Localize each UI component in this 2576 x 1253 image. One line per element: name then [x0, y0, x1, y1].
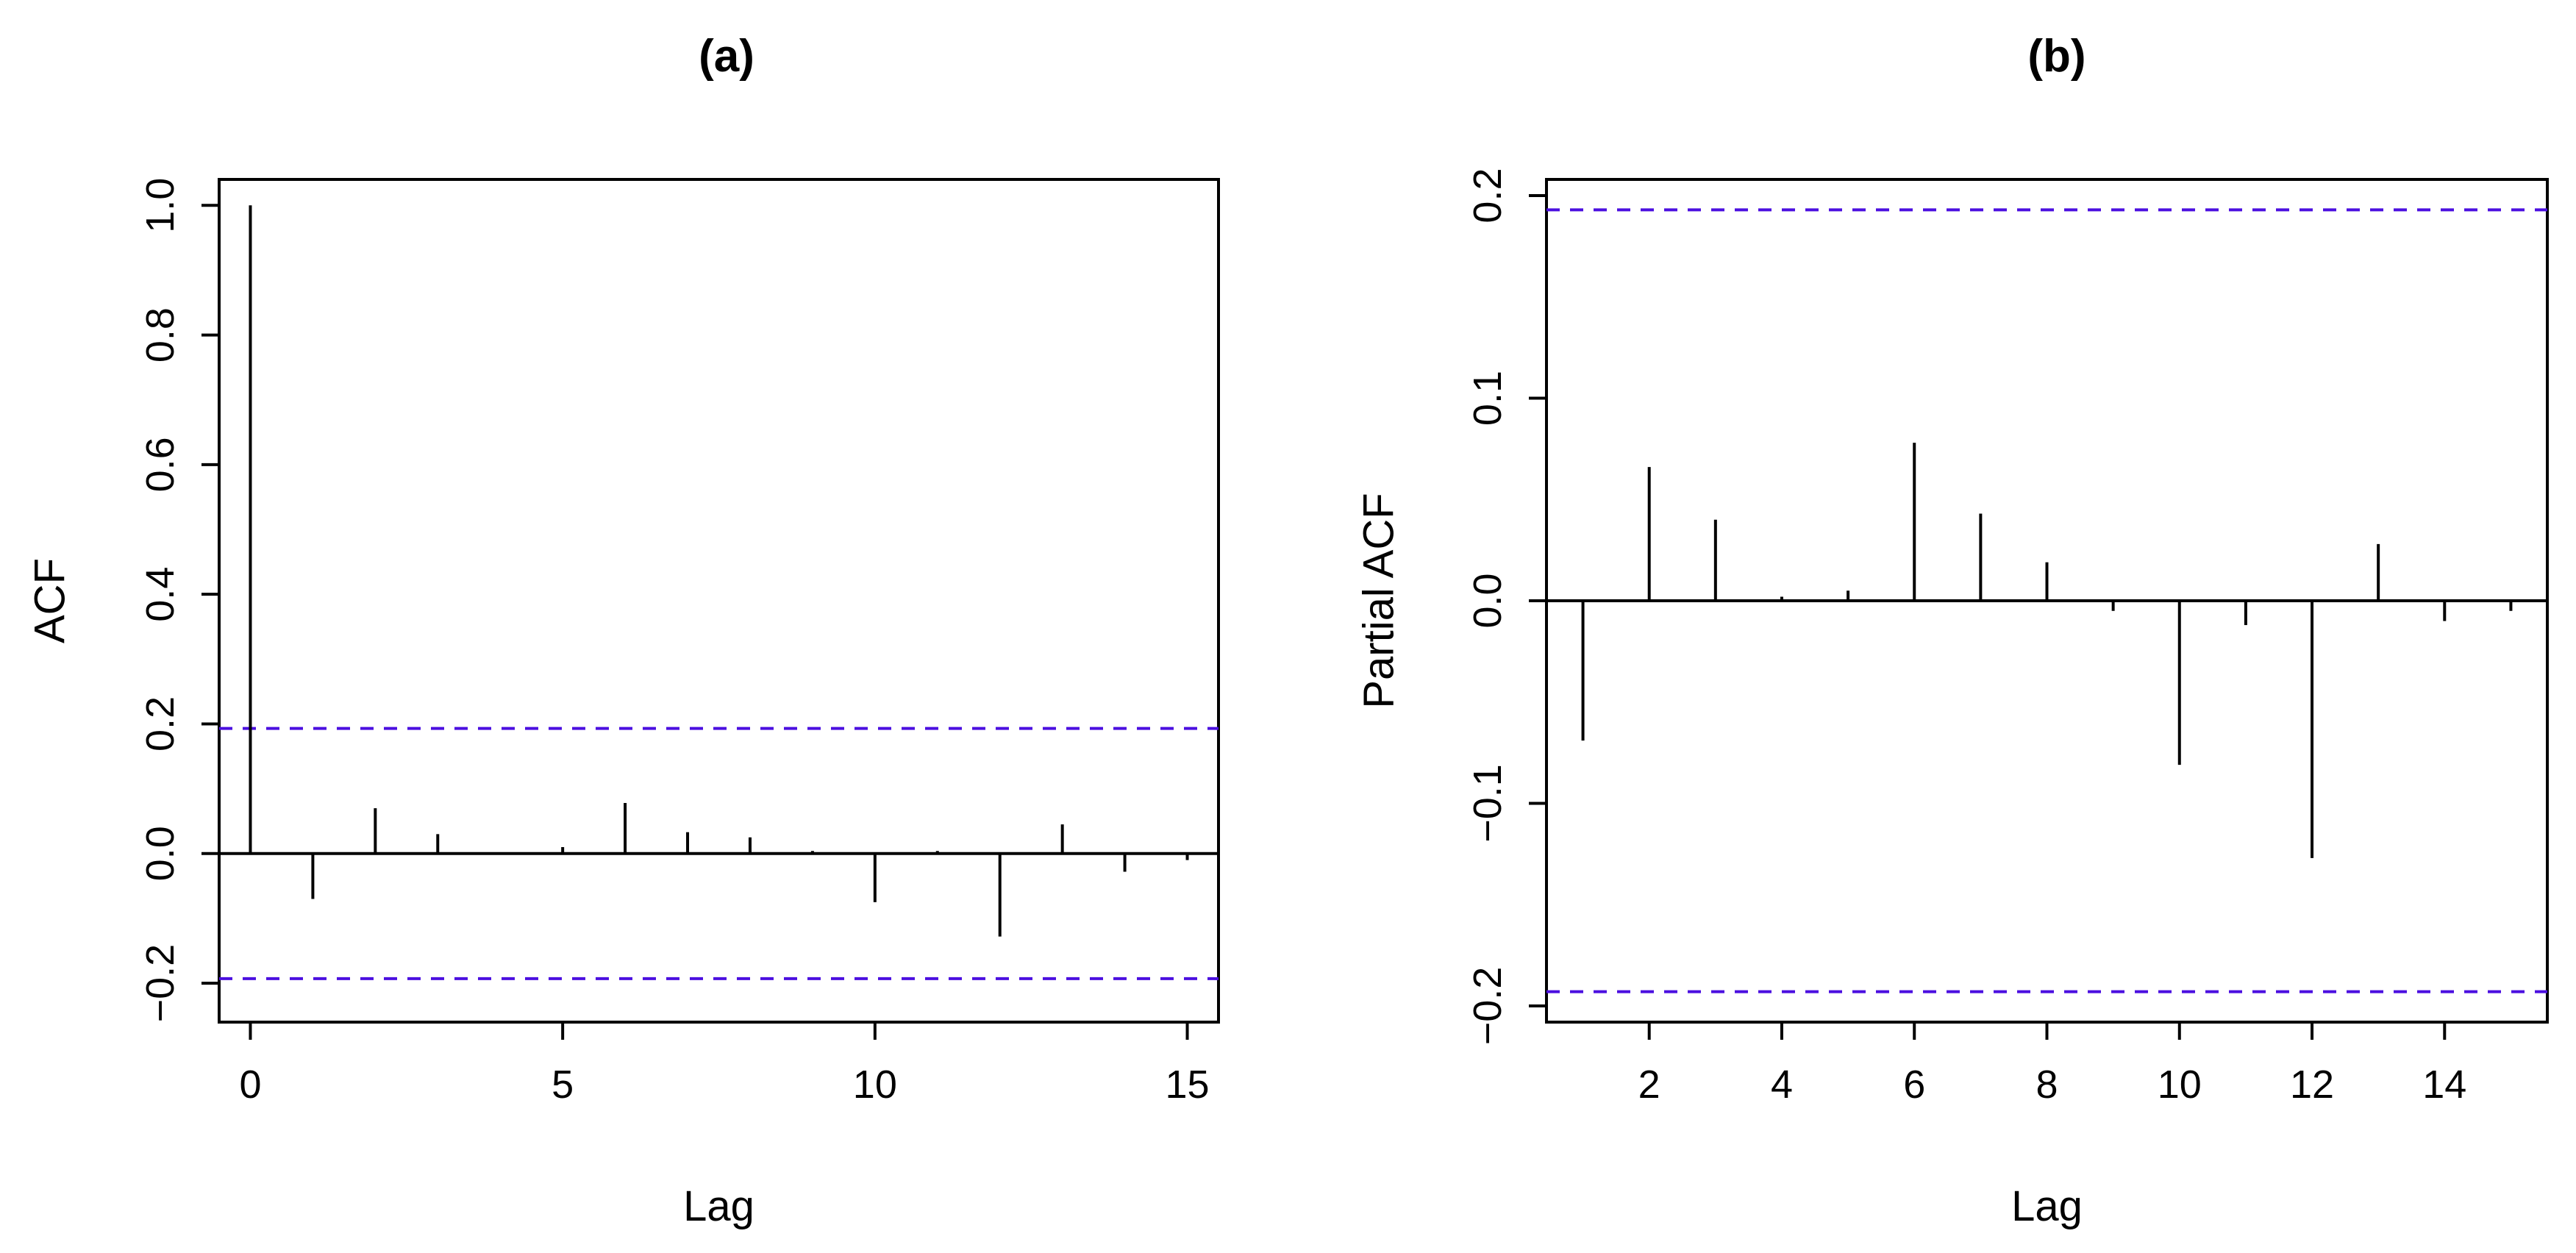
plot-frame	[218, 178, 1220, 1024]
y-tick-label: 0.0	[1466, 573, 1510, 628]
x-tick-label: 2	[1638, 1063, 1660, 1107]
x-tick-label: 12	[2290, 1063, 2334, 1107]
x-axis-title: Lag	[2011, 1182, 2083, 1230]
y-tick-label: −0.1	[1466, 764, 1510, 843]
y-tick-label: −0.2	[1466, 967, 1510, 1046]
x-axis-title: Lag	[683, 1182, 754, 1230]
chart-title: (b)	[2027, 31, 2086, 82]
y-axis-title: ACF	[26, 558, 74, 643]
y-tick-label: 0.0	[138, 826, 182, 881]
x-tick-label: 5	[552, 1063, 574, 1107]
panel-a: (a) 0 5 10 15 −0.2 0.0 0.2 0.4 0.6 0.8 1.0 Lag ACF	[26, 31, 1220, 1230]
x-tick-label: 6	[1903, 1063, 1925, 1107]
x-tick-label: 15	[1165, 1063, 1209, 1107]
y-axis-title: Partial ACF	[1355, 493, 1403, 708]
x-tick-label: 14	[2422, 1063, 2466, 1107]
x-tick-label: 0	[239, 1063, 261, 1107]
y-tick-label: −0.2	[138, 944, 182, 1023]
y-tick-label: 1.0	[138, 178, 182, 233]
panel-b: (b) 2 4 6 8 10 12 14 −0.2 −0.1 0.0 0.1 0.2 Lag Partial…	[1355, 31, 2549, 1230]
y-tick-label: 0.4	[138, 567, 182, 622]
y-tick-label: 0.6	[138, 437, 182, 492]
y-tick-label: 0.2	[138, 696, 182, 752]
chart-title: (a)	[699, 31, 754, 82]
x-tick-label: 10	[853, 1063, 897, 1107]
y-tick-label: 0.1	[1466, 371, 1510, 426]
y-tick-label: 0.2	[1466, 168, 1510, 223]
x-tick-label: 10	[2158, 1063, 2202, 1107]
x-tick-label: 8	[2036, 1063, 2058, 1107]
y-tick-label: 0.8	[138, 307, 182, 363]
x-tick-label: 4	[1771, 1063, 1793, 1107]
